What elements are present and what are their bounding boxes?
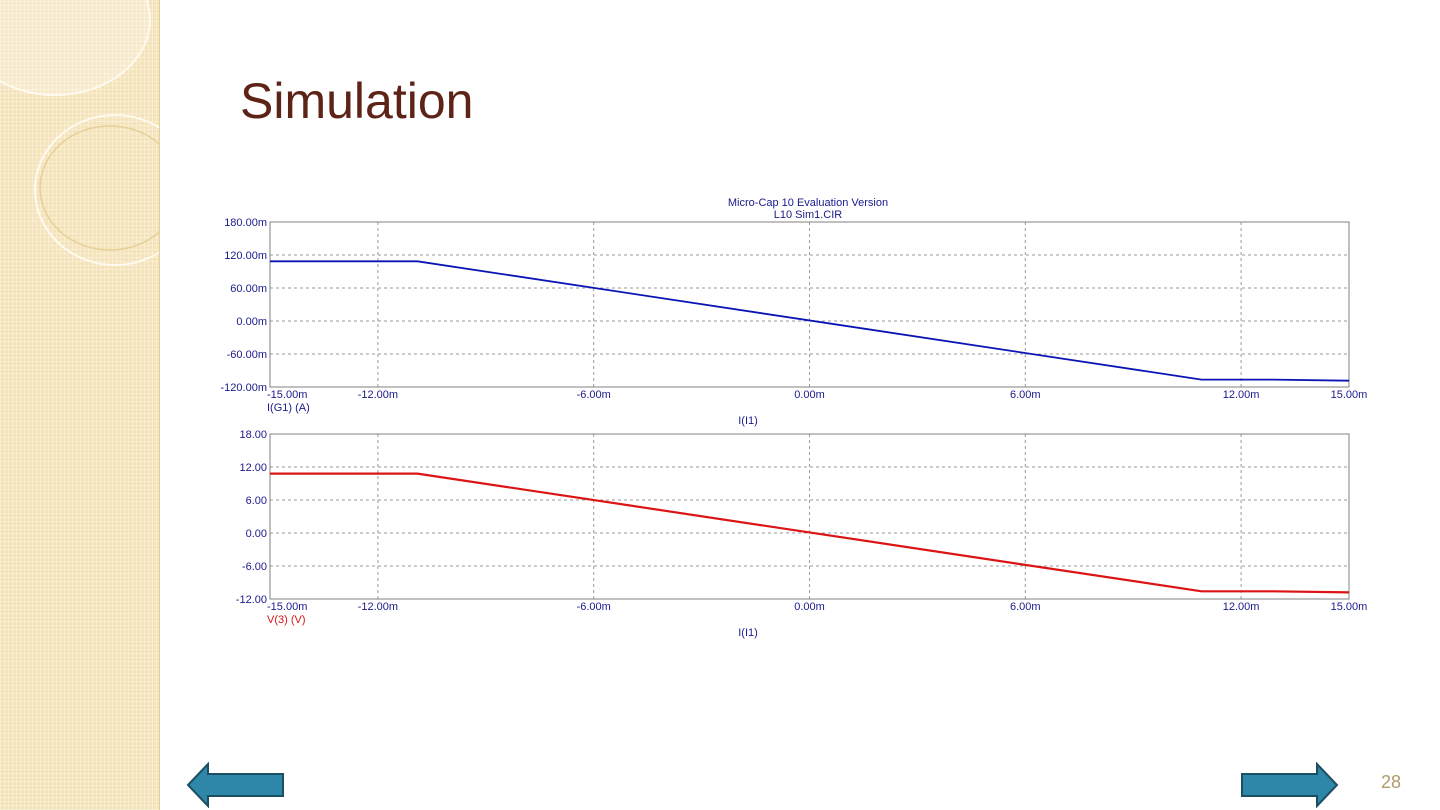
- trace-label: V(3) (V): [267, 614, 306, 626]
- plot-frame: [269, 221, 1350, 388]
- chart-header-line: Micro-Cap 10 Evaluation Version: [728, 197, 888, 209]
- x-tick-label: 0.00m: [794, 389, 825, 401]
- x-tick-label: 6.00m: [1010, 601, 1041, 613]
- y-tick-label: -120.00m: [221, 382, 267, 394]
- y-tick-label: 60.00m: [230, 283, 267, 295]
- y-tick-label: -6.00: [242, 561, 267, 573]
- x-tick-label: -15.00m: [267, 389, 307, 401]
- plot-frame: [269, 433, 1350, 600]
- chart-header-line: L10 Sim1.CIR: [774, 209, 843, 221]
- x-tick-label: -6.00m: [577, 389, 611, 401]
- y-tick-label: 0.00: [246, 528, 267, 540]
- page-number: 28: [1381, 772, 1402, 792]
- x-axis-label: I(I1): [738, 415, 758, 427]
- x-tick-label: 12.00m: [1223, 601, 1260, 613]
- y-tick-label: -60.00m: [227, 349, 267, 361]
- x-tick-label: 6.00m: [1010, 389, 1041, 401]
- series-line: [270, 472, 1350, 594]
- y-tick-label: 18.00: [239, 429, 267, 441]
- right-arrow-icon: [1241, 762, 1339, 808]
- x-tick-label: -6.00m: [577, 601, 611, 613]
- x-tick-label: 12.00m: [1223, 389, 1260, 401]
- y-tick-label: 0.00m: [236, 316, 267, 328]
- y-tick-label: 6.00: [246, 495, 267, 507]
- x-tick-label: 15.00m: [1331, 601, 1368, 613]
- y-tick-label: 120.00m: [224, 250, 267, 262]
- x-tick-label: -12.00m: [358, 601, 398, 613]
- x-tick-label: 15.00m: [1331, 389, 1368, 401]
- decorative-sidebar: [0, 0, 160, 810]
- sidebar-rings-decoration: [0, 0, 159, 266]
- y-tick-label: 180.00m: [224, 217, 267, 229]
- x-axis-label: I(I1): [738, 627, 758, 639]
- trace-label: I(G1) (A): [267, 402, 310, 414]
- next-slide-button[interactable]: [1240, 762, 1340, 808]
- x-tick-label: -12.00m: [358, 389, 398, 401]
- slide-title: Simulation: [240, 73, 474, 129]
- y-tick-label: -12.00: [236, 594, 267, 606]
- previous-slide-button[interactable]: [185, 762, 285, 808]
- y-tick-label: 12.00: [239, 462, 267, 474]
- x-tick-label: -15.00m: [267, 601, 307, 613]
- left-arrow-icon: [186, 762, 284, 808]
- series-line: [270, 260, 1350, 382]
- x-tick-label: 0.00m: [794, 601, 825, 613]
